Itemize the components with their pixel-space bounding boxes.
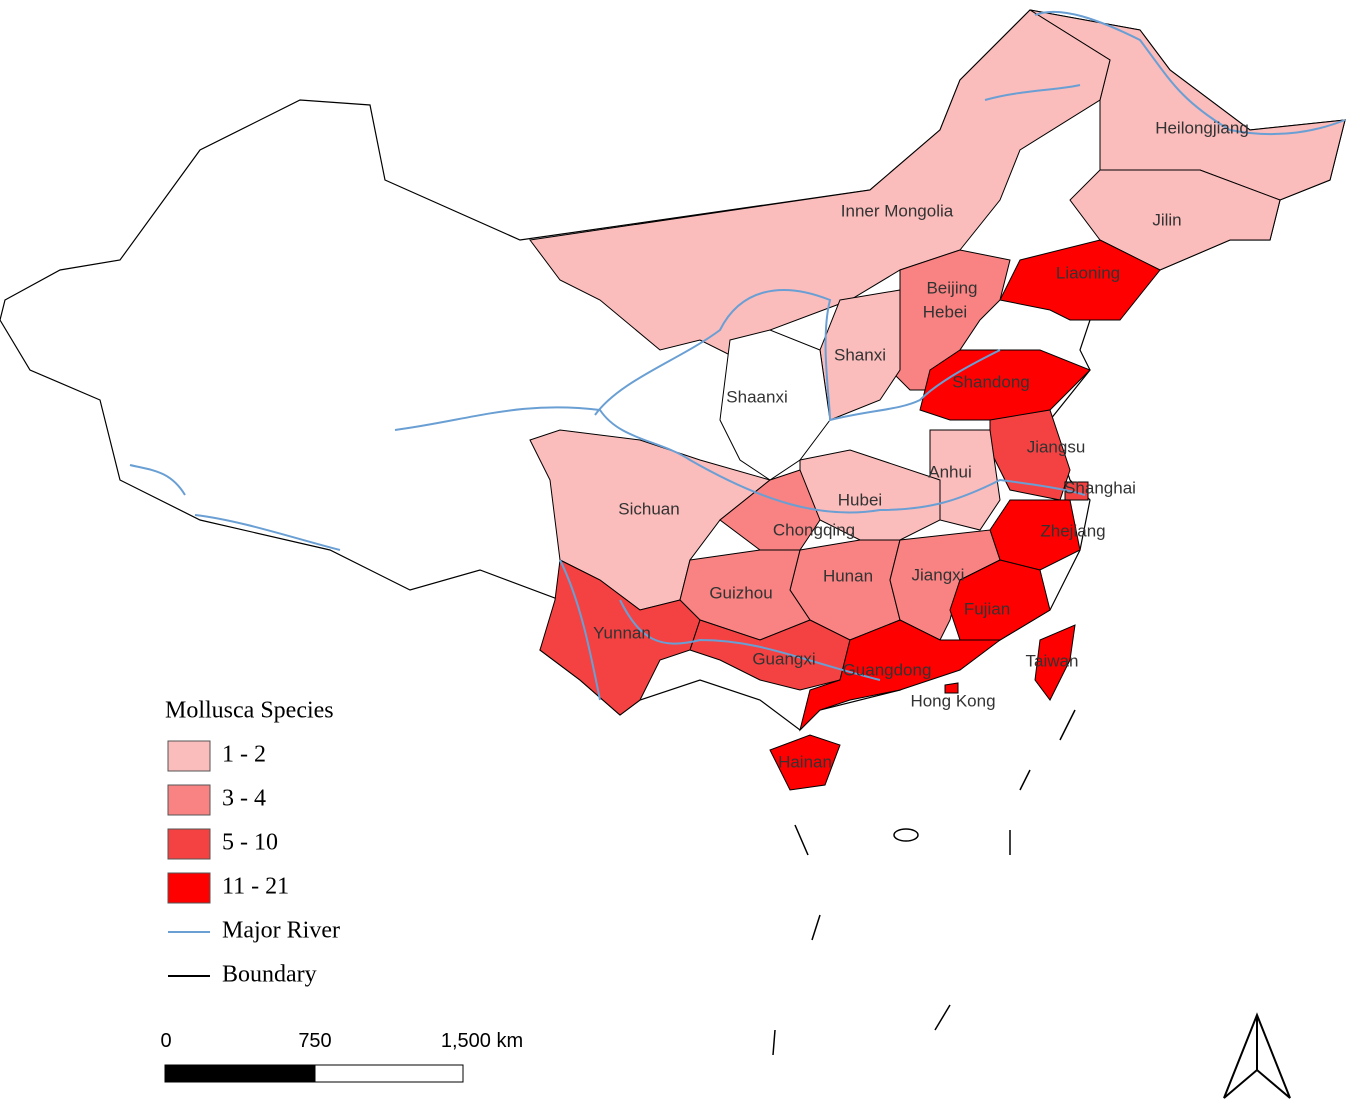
region [919, 349, 1091, 421]
region [1069, 169, 1281, 271]
region [944, 682, 959, 694]
legend-label: 3 - 4 [222, 786, 266, 812]
scale-label: 750 [298, 1030, 331, 1052]
legend-swatch [167, 828, 211, 860]
scale-segment [164, 1064, 316, 1083]
region-label: Yunnan [593, 623, 651, 642]
region-label: Jilin [1152, 210, 1181, 229]
scale-segment [314, 1064, 464, 1083]
region-label: Hainan [778, 752, 832, 771]
region-label: Shaanxi [726, 387, 787, 406]
region-label: Anhui [928, 462, 971, 481]
river [394, 406, 1086, 514]
region-label: Shanghai [1064, 478, 1136, 497]
river [1034, 10, 1346, 136]
river [594, 289, 1001, 422]
region-label: Inner Mongolia [841, 201, 954, 220]
legend-swatch [167, 740, 211, 772]
region-label: Zhejiang [1040, 521, 1105, 540]
scale-label: 1,500 km [441, 1030, 523, 1052]
region-label: Guangxi [752, 649, 815, 668]
legend: Mollusca Species 1 - 2 3 - 4 5 - 10 11 - 21… [165, 698, 340, 988]
legend-label: Boundary [222, 962, 317, 988]
legend-title: Mollusca Species [165, 698, 334, 724]
region [949, 559, 1051, 641]
region [1064, 481, 1089, 501]
legend-label: 11 - 21 [222, 874, 289, 900]
region-label: Heilongjiang [1155, 118, 1249, 137]
river [129, 464, 341, 551]
islands [772, 709, 1076, 1056]
region-label: Sichuan [618, 499, 679, 518]
region-label: Hong Kong [910, 691, 995, 710]
region-label: Taiwan [1026, 651, 1079, 670]
region-label: Beijing [926, 278, 977, 297]
region-label: Guangdong [843, 660, 932, 679]
scale-bar: 0 750 1,500 km [160, 1030, 523, 1083]
regions [529, 9, 1346, 791]
region-label: Hebei [923, 302, 967, 321]
river [559, 559, 881, 701]
region-label: Jiangxi [912, 565, 965, 584]
island-line [772, 709, 1076, 1056]
region-label: Jiangsu [1027, 437, 1086, 456]
region-label: Shanxi [834, 345, 886, 364]
region-label: Hubei [838, 490, 882, 509]
region-label: Chongqing [773, 520, 855, 539]
north-arrow [1223, 1012, 1291, 1099]
region-label: Hunan [823, 566, 873, 585]
region [769, 734, 841, 791]
region [689, 619, 851, 691]
legend-label: Major River [222, 918, 340, 944]
region-label: Fujian [964, 599, 1010, 618]
region [999, 239, 1161, 321]
scale-label: 0 [160, 1030, 171, 1052]
legend-swatch [167, 784, 211, 816]
region [539, 559, 701, 716]
region [889, 529, 1001, 641]
legend-swatch [167, 872, 211, 904]
region-labels: Heilongjiang Inner Mongolia Jilin Liaoning B… [593, 118, 1249, 771]
region [799, 619, 1002, 732]
region [1034, 624, 1076, 701]
region-label: Liaoning [1056, 263, 1120, 282]
legend-label: 5 - 10 [222, 830, 278, 856]
rivers [129, 10, 1346, 701]
legend-label: 1 - 2 [222, 742, 266, 768]
region-label: Guizhou [709, 583, 772, 602]
island [893, 828, 919, 842]
river [984, 84, 1081, 101]
region-label: Shandong [952, 372, 1030, 391]
